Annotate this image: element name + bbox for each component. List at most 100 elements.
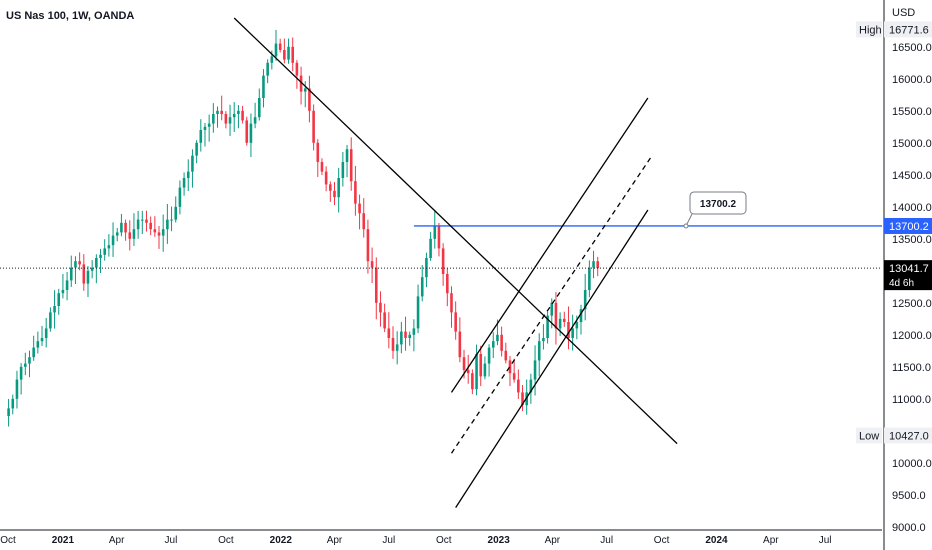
candle-body <box>416 296 420 329</box>
candle-body <box>287 46 290 60</box>
candle-body <box>295 62 299 76</box>
candle-body <box>466 370 470 374</box>
candle-body <box>199 130 203 143</box>
candle-body <box>420 277 424 297</box>
candle-body <box>441 248 445 274</box>
candle-body <box>408 334 412 338</box>
candle-body <box>583 290 587 310</box>
candle-body <box>232 114 236 118</box>
candle-body <box>341 162 345 178</box>
candle-body <box>24 363 27 367</box>
candle-body <box>40 338 44 342</box>
low-label: Low <box>859 430 879 442</box>
price-tick-label: 11500.0 <box>892 362 931 374</box>
candle-body <box>383 312 386 329</box>
time-axis[interactable]: Oct 2021 Apr Jul Oct 2022 Apr Jul Oct 2023 Apr Jul O… <box>0 529 882 546</box>
time-tick-label: 2021 <box>52 535 75 546</box>
candle-body <box>508 360 512 374</box>
time-tick-label: Oct <box>218 535 234 546</box>
candle-body <box>579 309 583 322</box>
high-badge <box>884 21 932 38</box>
price-axis[interactable]: USD 9000.0 9500.0 10000.0 11000.0 11500.0 1200… <box>856 0 932 550</box>
candle-body <box>170 219 173 221</box>
candle-body <box>262 75 265 98</box>
candle-body <box>454 312 457 332</box>
candle-body <box>537 341 541 361</box>
candle-body <box>462 357 466 370</box>
candle-body <box>220 110 223 114</box>
time-tick-label: Jul <box>819 535 832 546</box>
candle-body <box>471 373 474 390</box>
candle-body <box>132 229 136 239</box>
candle-body <box>78 261 81 265</box>
candle-body <box>161 229 165 236</box>
plot-area[interactable]: 13700.2 <box>0 17 882 508</box>
time-tick-label: 2022 <box>270 535 293 546</box>
candle-body <box>120 222 123 233</box>
candle-body <box>299 75 303 92</box>
time-tick-label: 2024 <box>705 535 728 546</box>
candle-body <box>446 274 449 294</box>
last-price-badge <box>884 260 932 291</box>
candle-body <box>99 254 102 258</box>
candle-body <box>216 110 219 114</box>
candle-body <box>303 88 307 92</box>
candle-body <box>291 46 295 63</box>
candle-body <box>207 123 211 127</box>
price-tick-label: 15000.0 <box>892 138 932 150</box>
trendline-3[interactable] <box>455 209 649 508</box>
time-tick-label: Jul <box>165 535 178 546</box>
candle-body <box>567 322 570 338</box>
candle-body <box>65 280 69 290</box>
candle-body <box>53 306 56 313</box>
price-axis-currency: USD <box>892 7 915 19</box>
candle-body <box>575 322 579 329</box>
candle-body <box>404 331 407 338</box>
candle-body <box>550 302 554 316</box>
candle-body <box>387 328 391 338</box>
candle-body <box>74 261 77 268</box>
candle-body <box>266 62 269 76</box>
time-tick-label: Apr <box>545 535 561 546</box>
candle-body <box>90 267 94 271</box>
candle-body <box>479 354 483 377</box>
candle-body <box>166 219 169 230</box>
candle-body <box>391 338 395 351</box>
candle-body <box>241 110 244 121</box>
candle-body <box>44 328 48 338</box>
candle-body <box>320 162 324 172</box>
trendline-1[interactable] <box>233 17 678 445</box>
candle-body <box>128 232 132 239</box>
level-callout[interactable]: 13700.2 <box>683 191 747 229</box>
high-label: High <box>859 24 882 36</box>
high-value: 16771.6 <box>889 24 929 36</box>
candle-body <box>270 56 274 63</box>
price-tick-label: 10000.0 <box>892 458 932 470</box>
candle-body <box>278 43 282 50</box>
candle-body <box>487 347 491 364</box>
candle-body <box>141 219 144 221</box>
candle-body <box>500 334 503 351</box>
candle-body <box>358 203 361 214</box>
price-tick-label: 9000.0 <box>892 522 926 534</box>
candle-body <box>437 226 441 249</box>
candle-body <box>95 258 98 268</box>
candle-body <box>324 171 328 185</box>
candle-body <box>429 238 432 258</box>
trendline-4[interactable] <box>450 155 653 454</box>
time-tick-label: Oct <box>436 535 452 546</box>
callout-anchor <box>683 223 689 229</box>
candle-body <box>491 341 495 348</box>
price-tick-label: 13500.0 <box>892 234 932 246</box>
price-tick-label: 14000.0 <box>892 202 932 214</box>
price-tick-label: 14500.0 <box>892 170 932 182</box>
time-tick-label: Jul <box>600 535 613 546</box>
trendline-2[interactable] <box>450 97 649 393</box>
candle-body <box>7 408 10 417</box>
candle-body <box>362 213 366 230</box>
candle-body <box>533 360 537 380</box>
candle-body <box>245 120 249 143</box>
price-tick-label: 12500.0 <box>892 298 932 310</box>
